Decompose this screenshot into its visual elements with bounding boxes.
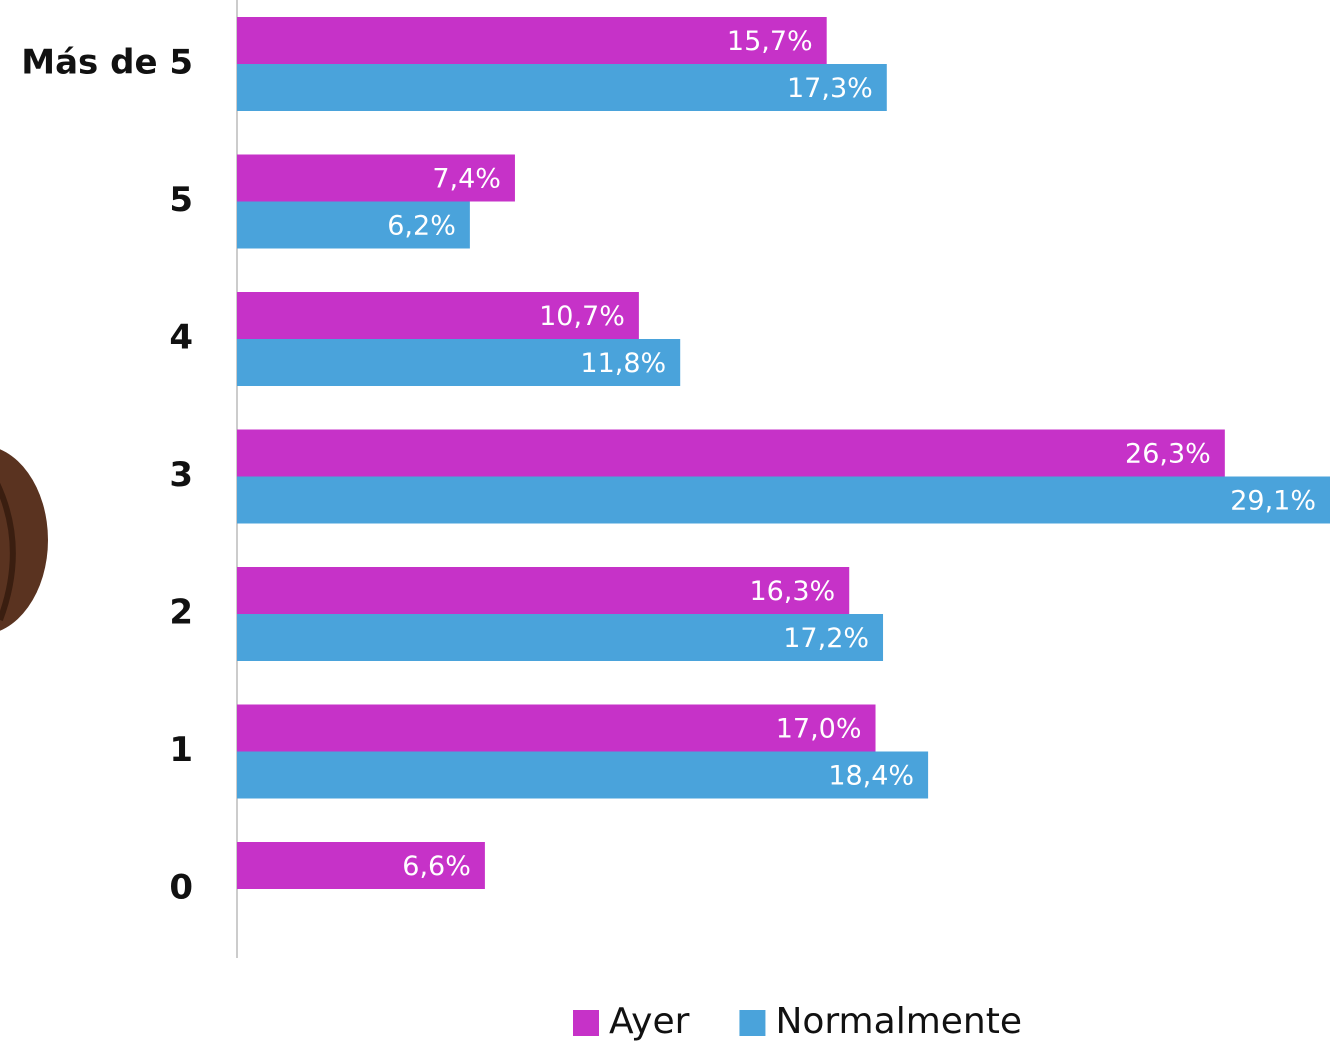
value-label: 6,6%	[402, 851, 471, 882]
category-label: 5	[169, 180, 193, 220]
legend-label: Ayer	[609, 1001, 690, 1042]
category-label: 4	[169, 318, 193, 358]
value-label: 18,4%	[828, 761, 914, 792]
value-label: 17,0%	[776, 714, 862, 745]
value-label: 10,7%	[539, 301, 625, 332]
category-label: Más de 5	[21, 43, 193, 83]
bar	[237, 752, 928, 799]
value-label: 11,8%	[580, 348, 666, 379]
legend-label: Normalmente	[775, 1001, 1022, 1042]
value-label: 7,4%	[432, 164, 501, 195]
legend-swatch	[573, 1010, 599, 1036]
value-label: 15,7%	[727, 26, 813, 57]
category-label: 0	[169, 868, 193, 908]
chart: Más de 5 15,7% 17,3% 5 7,4% 6,2% 4 10,7% 11,8% 3 2…	[0, 0, 1330, 1045]
value-label: 26,3%	[1125, 439, 1211, 470]
category-label: 2	[169, 593, 193, 633]
category-label: 1	[169, 730, 193, 770]
legend-swatch	[739, 1010, 765, 1036]
coffee-bean	[0, 445, 48, 635]
value-label: 17,2%	[783, 623, 869, 654]
value-label: 6,2%	[387, 211, 456, 242]
bar	[237, 430, 1225, 477]
value-label: 16,3%	[749, 576, 835, 607]
value-label: 17,3%	[787, 73, 873, 104]
category-label: 3	[169, 455, 193, 495]
value-label: 29,1%	[1230, 486, 1316, 517]
bar	[237, 477, 1330, 524]
